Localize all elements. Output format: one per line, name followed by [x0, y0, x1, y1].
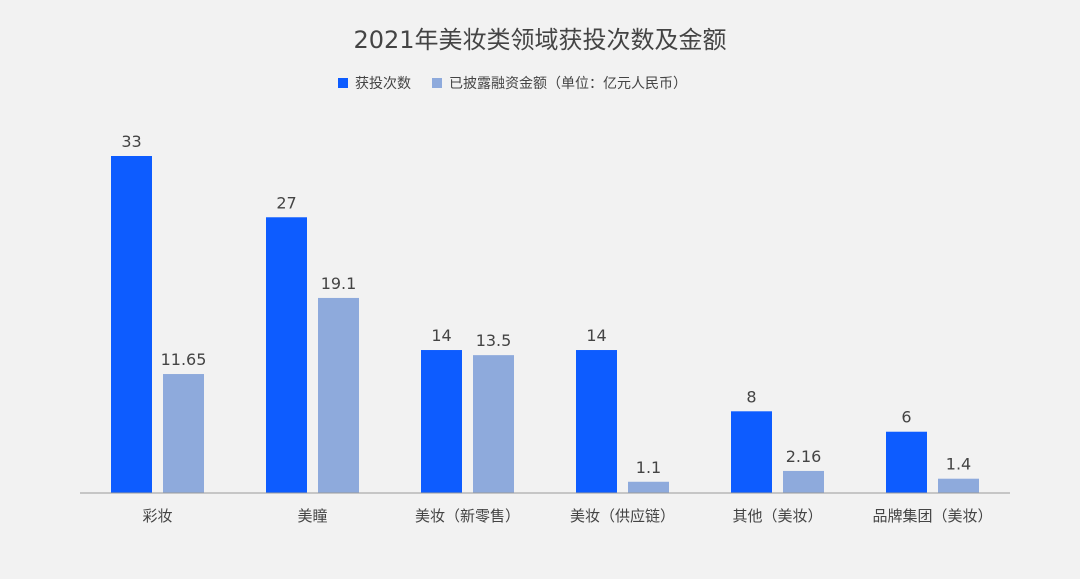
category-label-1: 美瞳	[297, 507, 327, 525]
category-label-3: 美妆（供应链）	[570, 507, 675, 525]
bar-series-1-cat-2	[473, 355, 514, 493]
bar-series-0-cat-4	[731, 411, 772, 493]
data-label-series-1-cat-5: 1.4	[946, 455, 971, 474]
category-label-4: 其他（美妆）	[732, 507, 822, 525]
data-label-series-0-cat-1: 27	[276, 193, 296, 212]
data-label-series-1-cat-0: 11.65	[161, 350, 207, 369]
legend-swatch-series-0	[338, 78, 348, 88]
category-label-5: 品牌集团（美妆）	[872, 507, 992, 525]
data-label-series-0-cat-0: 33	[121, 132, 141, 151]
data-label-series-1-cat-1: 19.1	[321, 274, 357, 293]
bar-series-0-cat-2	[421, 350, 462, 493]
chart-title: 2021年美妆类领域获投次数及金额	[353, 26, 726, 54]
bar-series-0-cat-1	[266, 217, 307, 494]
bar-series-1-cat-4	[783, 470, 824, 493]
data-label-series-1-cat-4: 2.16	[786, 447, 822, 466]
data-label-series-1-cat-3: 1.1	[636, 458, 661, 477]
legend-label-series-0: 获投次数	[355, 76, 411, 92]
category-label-2: 美妆（新零售）	[415, 507, 520, 525]
bar-series-1-cat-5	[938, 478, 979, 493]
bar-series-1-cat-1	[318, 297, 359, 493]
legend: 获投次数 已披露融资金额（单位：亿元人民币）	[338, 76, 687, 92]
category-label-0: 彩妆	[142, 507, 172, 525]
data-label-series-0-cat-4: 8	[746, 387, 756, 406]
bar-series-0-cat-5	[886, 431, 927, 493]
bar-series-1-cat-0	[163, 374, 204, 493]
plot-area: 33 11.65 彩妆 27 19.1 美瞳 14 13.5 美妆（新零售） 14 1.1 美妆（供应…	[80, 132, 1010, 525]
bar-series-1-cat-3	[628, 481, 669, 493]
data-label-series-0-cat-5: 6	[901, 408, 911, 427]
bar-series-0-cat-3	[576, 350, 617, 493]
data-label-series-0-cat-2: 14	[431, 326, 451, 345]
legend-swatch-series-1	[432, 78, 442, 88]
data-label-series-0-cat-3: 14	[586, 326, 606, 345]
bar-series-0-cat-0	[111, 156, 152, 493]
legend-label-series-1: 已披露融资金额（单位：亿元人民币）	[449, 76, 687, 92]
data-label-series-1-cat-2: 13.5	[476, 331, 512, 350]
